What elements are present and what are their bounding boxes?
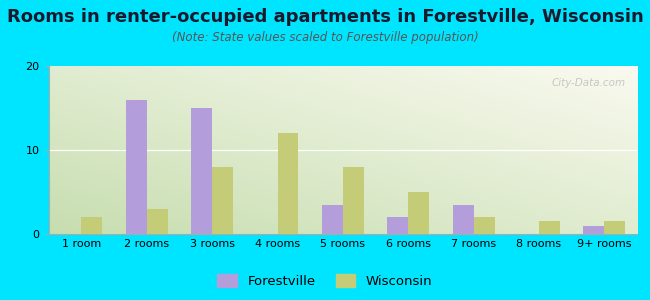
Legend: Forestville, Wisconsin: Forestville, Wisconsin (212, 268, 438, 293)
Bar (126, 100, 147, 234)
Text: (Note: State values scaled to Forestville population): (Note: State values scaled to Forestvill… (172, 32, 478, 44)
Bar (322, 205, 343, 234)
Bar (474, 217, 495, 234)
Bar (584, 226, 605, 234)
Bar (604, 221, 625, 234)
Bar (408, 192, 429, 234)
Bar (452, 205, 474, 234)
Bar (539, 221, 560, 234)
Bar (343, 167, 364, 234)
Bar (278, 133, 298, 234)
Bar (387, 217, 408, 234)
Text: Rooms in renter-occupied apartments in Forestville, Wisconsin: Rooms in renter-occupied apartments in F… (6, 8, 644, 26)
Bar (191, 108, 212, 234)
Bar (81, 217, 102, 234)
Bar (147, 209, 168, 234)
Bar (212, 167, 233, 234)
Text: City-Data.com: City-Data.com (551, 78, 625, 88)
